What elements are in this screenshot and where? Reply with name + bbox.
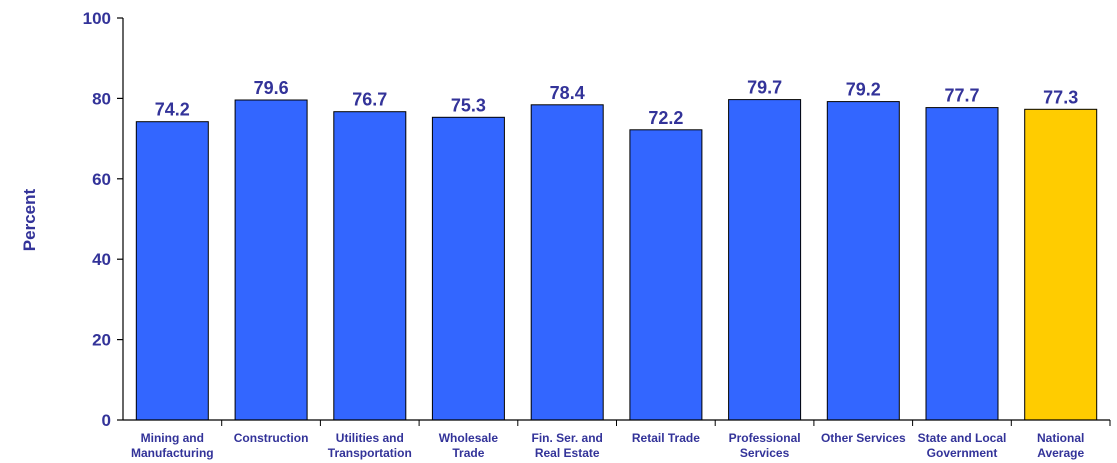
category-label-line: Fin. Ser. and xyxy=(532,431,603,445)
y-tick-label-20: 20 xyxy=(92,331,111,350)
bar-2 xyxy=(234,99,308,421)
category-label-line: Services xyxy=(740,446,790,460)
category-label-5: Fin. Ser. and Real Estate xyxy=(532,431,603,460)
bars-group xyxy=(135,99,1098,421)
bar-3 xyxy=(333,111,407,421)
category-label-9: State and Local Government xyxy=(918,431,1007,460)
category-label-10: National Average xyxy=(1037,431,1084,460)
category-label-1: Mining and Manufacturing xyxy=(131,431,214,460)
value-label-6: 72.2 xyxy=(648,108,683,128)
bar-5 xyxy=(530,104,604,421)
y-tick-label-40: 40 xyxy=(92,250,111,269)
category-label-3: Utilities and Transportation xyxy=(328,431,412,460)
category-label-4: Wholesale Trade xyxy=(439,431,499,460)
value-label-5: 78.4 xyxy=(550,83,585,103)
bar-7 xyxy=(728,99,802,421)
category-label-8: Other Services xyxy=(821,431,906,445)
category-label-line: Utilities and xyxy=(336,431,404,445)
bar-10 xyxy=(1024,108,1098,421)
category-label-line: State and Local xyxy=(918,431,1007,445)
category-label-line: Transportation xyxy=(328,446,412,460)
category-label-line: Trade xyxy=(452,446,484,460)
category-label-line: Mining and xyxy=(141,431,204,445)
bar-9 xyxy=(925,107,999,421)
category-label-line: National xyxy=(1037,431,1084,445)
value-label-8: 79.2 xyxy=(846,80,881,100)
bar-4 xyxy=(431,116,505,421)
category-label-line: Retail Trade xyxy=(632,431,700,445)
category-label-2: Construction xyxy=(234,431,309,445)
labels-group: 74.2 Mining and Manufacturing 79.6 Construct… xyxy=(83,9,1085,460)
category-label-line: Professional xyxy=(729,431,801,445)
value-label-7: 79.7 xyxy=(747,78,782,98)
y-tick-label-0: 0 xyxy=(102,411,111,430)
y-tick-label-80: 80 xyxy=(92,89,111,108)
category-label-line: Average xyxy=(1037,446,1084,460)
category-label-line: Government xyxy=(927,446,998,460)
category-label-line: Other Services xyxy=(821,431,906,445)
bar-8 xyxy=(826,101,900,421)
y-tick-label-100: 100 xyxy=(83,9,111,28)
value-label-4: 75.3 xyxy=(451,95,486,115)
category-label-line: Wholesale xyxy=(439,431,499,445)
category-label-line: Real Estate xyxy=(535,446,600,460)
category-label-line: Construction xyxy=(234,431,309,445)
axes-group xyxy=(117,17,1111,426)
category-label-7: Professional Services xyxy=(729,431,801,460)
y-tick-label-60: 60 xyxy=(92,170,111,189)
bar-1 xyxy=(135,121,209,421)
category-label-6: Retail Trade xyxy=(632,431,700,445)
value-label-3: 76.7 xyxy=(352,90,387,110)
category-label-line: Manufacturing xyxy=(131,446,214,460)
value-label-1: 74.2 xyxy=(155,100,190,120)
value-label-10: 77.3 xyxy=(1043,87,1078,107)
value-label-9: 77.7 xyxy=(944,86,979,106)
bar-6 xyxy=(629,129,703,421)
value-label-2: 79.6 xyxy=(254,78,289,98)
